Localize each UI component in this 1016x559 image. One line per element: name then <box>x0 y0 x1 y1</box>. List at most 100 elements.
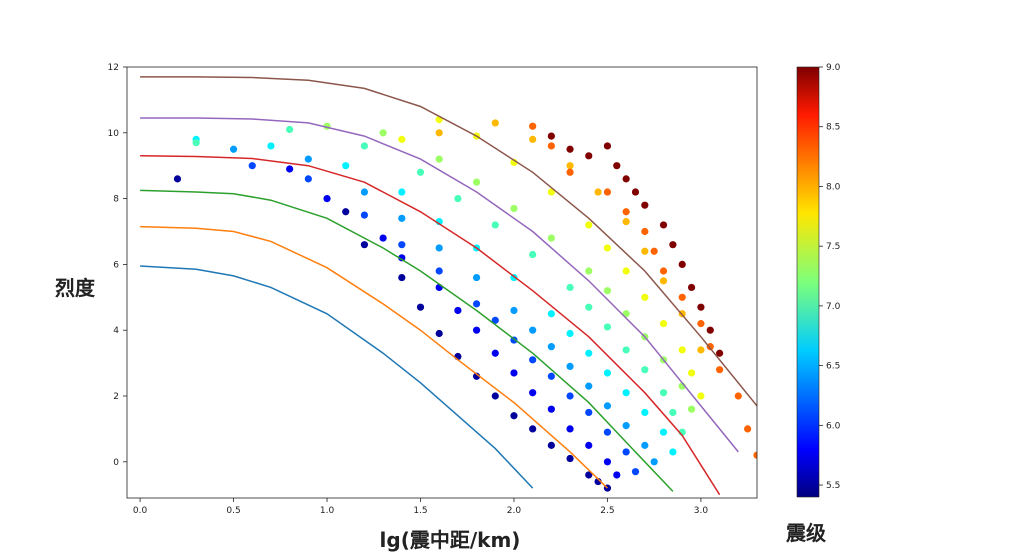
scatter-point <box>687 405 696 413</box>
scatter-point <box>603 428 612 436</box>
scatter-point <box>360 142 369 150</box>
colorbar-tick-label: 5.5 <box>826 481 840 491</box>
scatter-point <box>744 425 752 433</box>
y-tick-label: 12 <box>108 63 119 73</box>
scatter-point <box>286 125 294 134</box>
y-tick-label: 4 <box>113 326 119 336</box>
scatter-point <box>603 458 612 466</box>
scatter-point <box>585 408 593 417</box>
fit-curve-line <box>140 189 674 492</box>
scatter-point <box>631 188 640 196</box>
fit-curve-line <box>140 155 721 496</box>
scatter-point <box>398 188 406 196</box>
scatter-point <box>454 195 462 203</box>
scatter-point <box>631 468 640 476</box>
x-axis-ticks: 0.0 0.5 1.0 1.5 2.0 2.5 3.0 <box>133 498 708 516</box>
y-tick-label: 10 <box>108 129 120 139</box>
scatter-point <box>613 162 621 170</box>
scatter-point <box>585 152 593 160</box>
scatter-point <box>622 267 630 275</box>
colorbar-label: 震级 <box>786 521 826 545</box>
scatter-point <box>566 283 574 292</box>
scatter-point <box>435 129 443 137</box>
scatter-point <box>529 250 537 259</box>
scatter-point <box>398 214 406 222</box>
y-tick-label: 0 <box>113 458 119 468</box>
scatter-point <box>659 221 668 229</box>
scatter-point <box>398 254 406 262</box>
scatter-points <box>173 116 757 492</box>
plot-frame <box>126 66 758 499</box>
scatter-point <box>547 372 555 380</box>
scatter-point <box>697 303 705 311</box>
scatter-point <box>472 300 481 308</box>
scatter-point <box>248 162 256 170</box>
x-tick-label: 0.0 <box>133 506 148 516</box>
y-axis-ticks: 0 2 4 6 8 10 12 <box>108 63 127 468</box>
scatter-point <box>659 428 668 436</box>
x-tick-label: 2.5 <box>600 506 614 516</box>
scatter-point <box>510 306 518 315</box>
scatter-point <box>566 162 574 170</box>
scatter-point <box>472 178 481 186</box>
scatter-point <box>416 168 425 176</box>
scatter-point <box>360 188 369 196</box>
scatter-point <box>622 389 630 397</box>
scatter-point <box>472 326 481 334</box>
scatter-point <box>613 471 621 479</box>
colorbar-tick-label: 6.0 <box>826 421 841 431</box>
scatter-point <box>304 155 312 163</box>
fit-curves <box>140 76 757 496</box>
scatter-point <box>529 389 537 397</box>
scatter-point <box>435 244 443 252</box>
scatter-point <box>547 132 555 140</box>
scatter-point <box>510 412 518 420</box>
scatter-point <box>594 188 602 196</box>
x-tick-label: 1.0 <box>320 506 335 516</box>
scatter-point <box>641 408 649 417</box>
colorbar-tick-label: 6.5 <box>826 362 840 372</box>
scatter-point <box>641 293 649 301</box>
scatter-point <box>641 227 649 236</box>
scatter-point <box>491 119 499 127</box>
scatter-point <box>706 326 714 334</box>
scatter-point <box>641 441 649 449</box>
scatter-point <box>659 267 668 275</box>
scatter-point <box>566 329 574 338</box>
scatter-point <box>398 135 406 143</box>
scatter-point <box>491 316 499 324</box>
scatter-point <box>678 293 686 301</box>
fit-curve-line <box>140 265 534 489</box>
scatter-point <box>622 422 630 430</box>
scatter-point <box>566 168 574 176</box>
scatter-point <box>360 241 369 249</box>
scatter-point <box>547 142 555 150</box>
scatter-point <box>491 221 499 229</box>
scatter-point <box>304 175 312 183</box>
x-tick-label: 2.0 <box>507 506 522 516</box>
x-tick-label: 3.0 <box>694 506 709 516</box>
scatter-point <box>659 320 668 328</box>
scatter-point <box>529 135 537 143</box>
scatter-point <box>454 306 462 315</box>
x-tick-label: 0.5 <box>226 506 240 516</box>
colorbar-tick-label: 8.5 <box>826 123 840 133</box>
scatter-point <box>594 477 602 486</box>
scatter-point <box>435 329 443 338</box>
scatter-point <box>398 273 406 282</box>
scatter-point <box>641 366 649 374</box>
scatter-point <box>360 211 369 219</box>
scatter-point <box>173 175 182 183</box>
scatter-point <box>416 303 425 311</box>
scatter-point <box>286 165 294 173</box>
scatter-point <box>547 441 555 449</box>
fit-curve-line <box>140 117 739 453</box>
scatter-point <box>342 162 350 170</box>
scatter-point <box>603 287 612 295</box>
y-tick-label: 2 <box>113 392 119 402</box>
scatter-point <box>566 454 574 463</box>
scatter-point <box>585 303 593 311</box>
scatter-point <box>603 369 612 377</box>
scatter-point <box>529 326 537 334</box>
scatter-point <box>716 349 724 357</box>
